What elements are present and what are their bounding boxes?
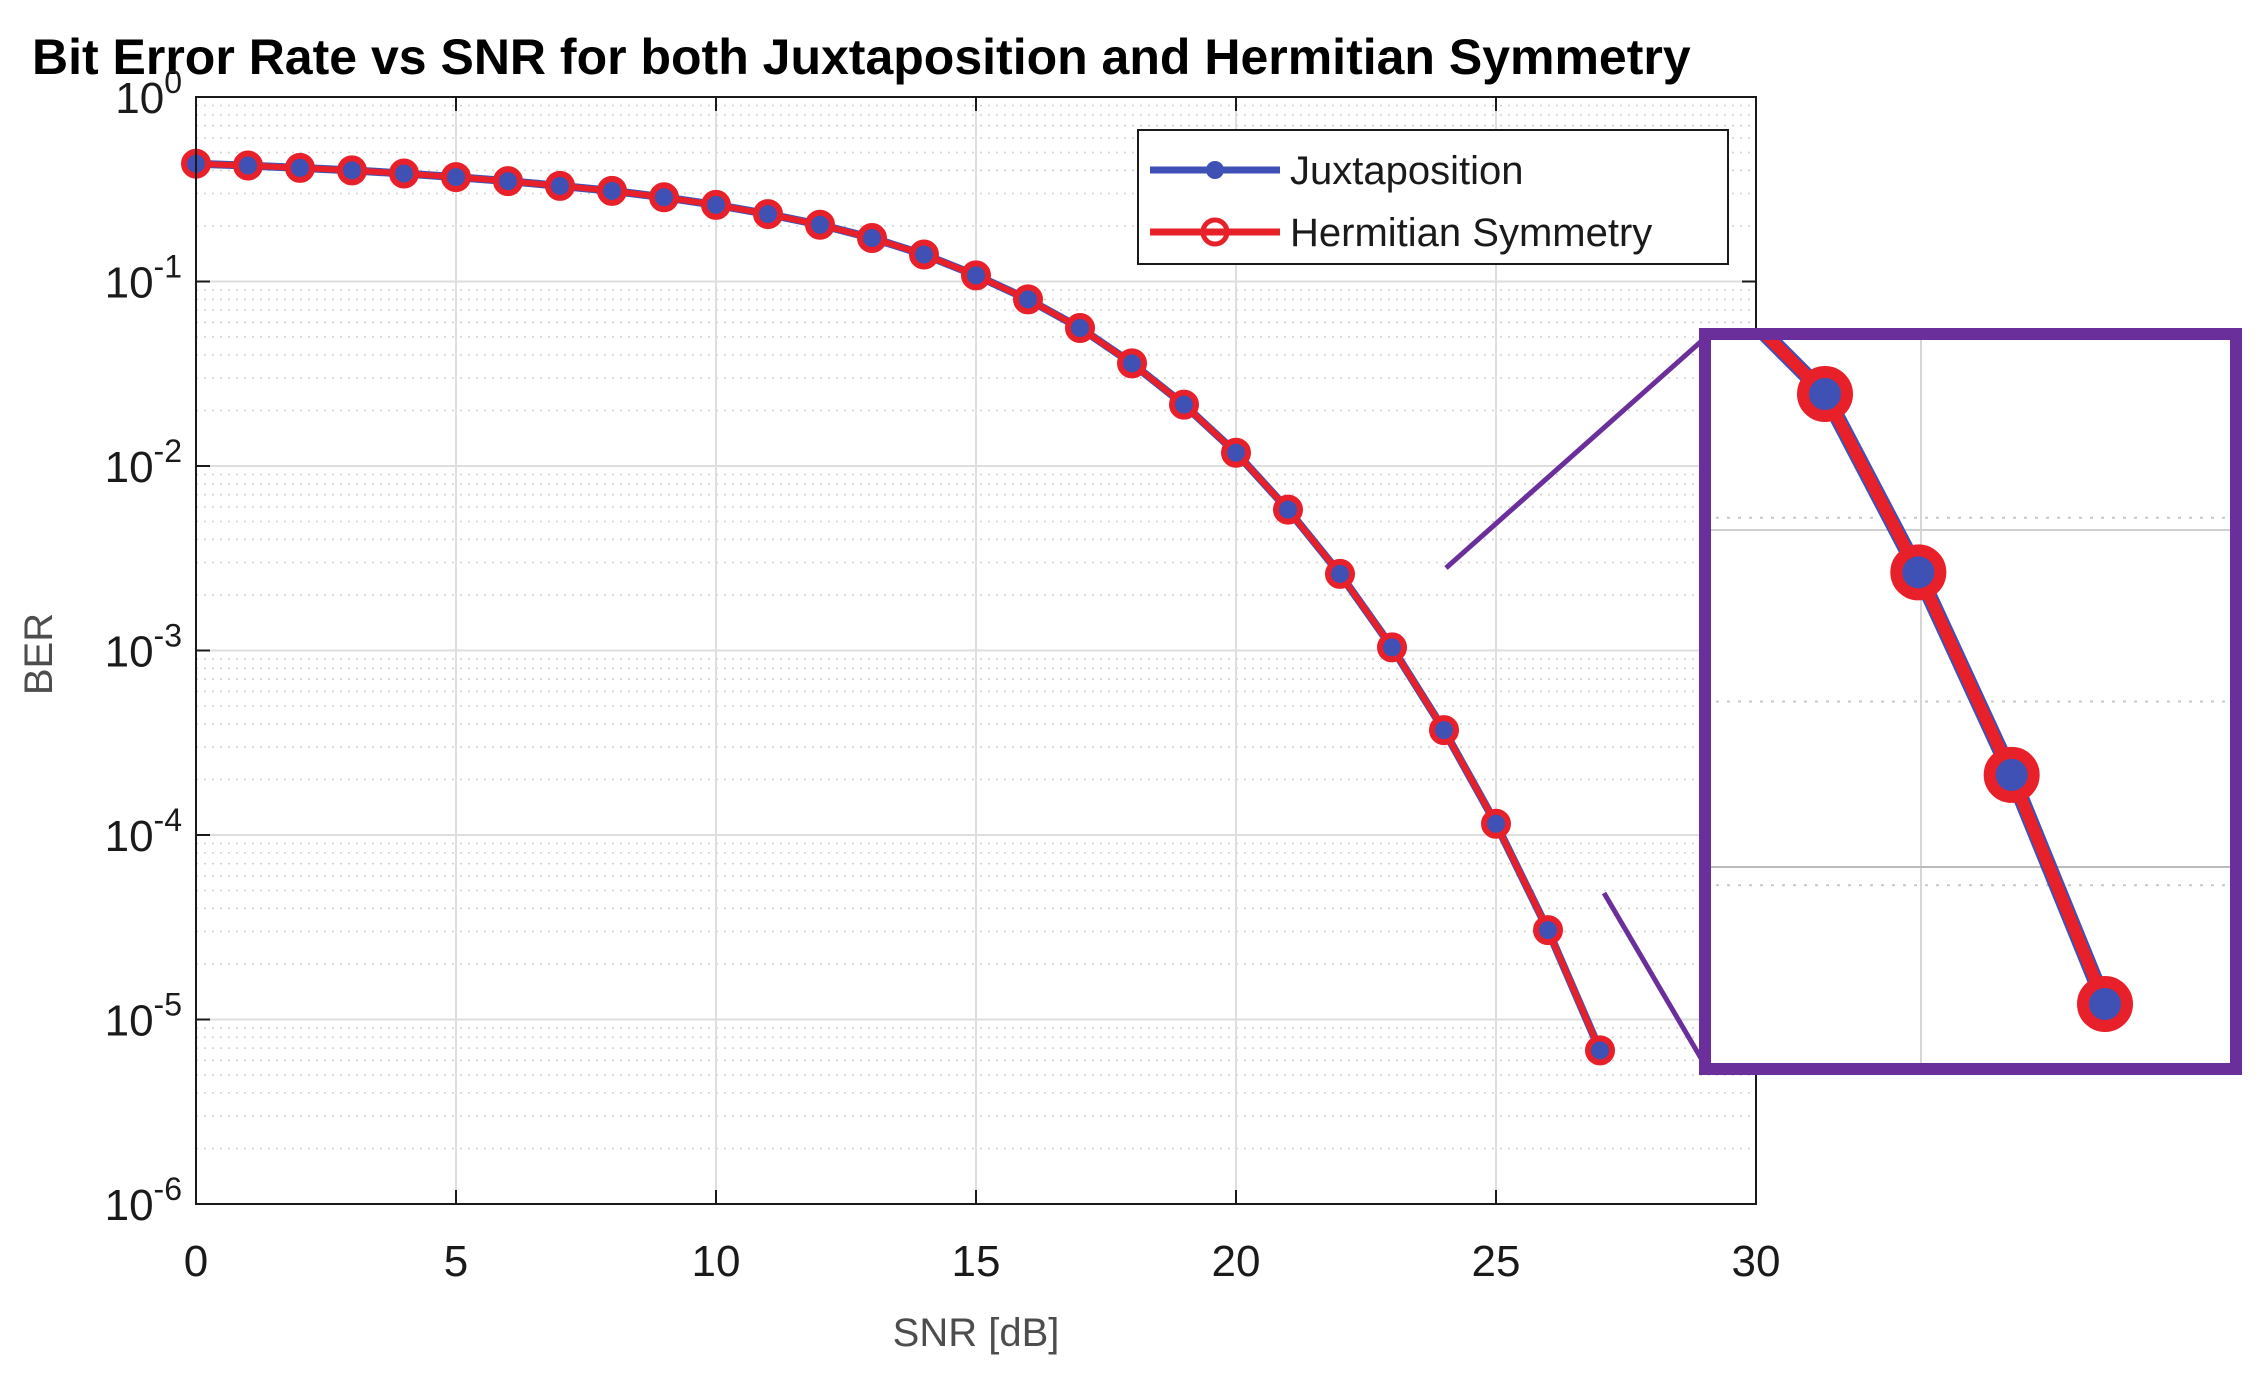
series-point-1: [337, 155, 367, 186]
series-point-0: [1486, 813, 1506, 834]
series-point-0: [446, 167, 466, 188]
x-tick-label: 20: [1212, 1237, 1261, 1286]
y-tick-label: 100: [115, 64, 182, 123]
legend-box: [1137, 129, 1729, 265]
zoom-series-point-1: [1797, 366, 1853, 422]
legend-label-juxtaposition: Juxtaposition: [1290, 149, 1523, 193]
y-tick-label: 10-1: [105, 249, 182, 308]
y-tick-label: 10-6: [105, 1171, 182, 1230]
x-tick-label: 10: [692, 1237, 741, 1286]
series-point-0: [706, 194, 726, 215]
zoom-series-point-1: [2077, 976, 2133, 1032]
series-point-1: [909, 239, 939, 270]
zoom-series-point-0: [1900, 554, 1937, 591]
series-point-1: [285, 152, 315, 183]
y-axis-label: BER: [17, 613, 61, 695]
series-point-1: [1013, 284, 1043, 315]
series-point-0: [394, 163, 414, 184]
y-tick-label: 10-3: [105, 618, 182, 677]
series-point-1: [1429, 715, 1459, 746]
zoom-series-point-0: [2087, 986, 2123, 1022]
series-point-1: [493, 166, 523, 197]
series-point-1: [1481, 808, 1511, 839]
series-line-1: [195, 160, 1603, 1052]
legend-marker-juxtaposition: [1206, 161, 1224, 179]
series-layer: [181, 148, 1615, 1066]
chart-title: Bit Error Rate vs SNR for both Juxtaposi…: [32, 29, 1691, 85]
x-tick-label: 25: [1472, 1237, 1521, 1286]
series-point-0: [914, 244, 934, 265]
series-point-1: [1273, 494, 1303, 525]
series-point-0: [550, 175, 570, 196]
series-point-0: [1018, 289, 1038, 310]
x-tick-label: 0: [184, 1237, 208, 1286]
series-point-1: [753, 199, 783, 230]
series-point-0: [1434, 720, 1454, 741]
series-point-1: [1533, 915, 1563, 946]
x-axis-ticks: 0 5 10 15 20 25 30: [184, 97, 1781, 1286]
zoom-series-point-1: [1890, 544, 1947, 601]
series-point-1: [857, 223, 887, 254]
series-point-0: [1278, 499, 1298, 520]
zoom-series-point-0: [1807, 376, 1843, 412]
series-point-0: [810, 214, 830, 235]
series-point-0: [1226, 442, 1246, 463]
series-point-0: [1538, 920, 1558, 941]
series-point-0: [1382, 637, 1402, 658]
legend: Juxtaposition Hermitian Symmetry: [1137, 129, 1729, 265]
series-point-1: [1117, 348, 1147, 379]
x-axis-label: SNR [dB]: [893, 1311, 1060, 1355]
y-tick-label: 10-2: [105, 433, 182, 492]
series-point-1: [1221, 437, 1251, 468]
series-point-0: [1070, 317, 1090, 338]
legend-label-hermitian: Hermitian Symmetry: [1290, 211, 1652, 255]
zoom-series-point-1: [1983, 746, 2040, 803]
series-point-1: [441, 162, 471, 193]
zoom-inset: [1444, 328, 2242, 1075]
x-tick-label: 5: [444, 1237, 468, 1286]
series-point-0: [602, 180, 622, 201]
plot-area: [181, 96, 1757, 1205]
zoom-connector-top: [1444, 336, 1707, 570]
legend-marker-hermitian: [1200, 217, 1230, 247]
y-axis-ticks: 100 10-1 10-2 10-3 10-4 10-5 10-6: [105, 64, 1756, 1230]
series-point-0: [290, 157, 310, 178]
series-point-0: [1330, 563, 1350, 584]
series-point-0: [654, 187, 674, 208]
zoom-connector-bottom: [1601, 891, 1708, 1067]
series-point-0: [758, 204, 778, 225]
zoom-inset-frame: [1699, 328, 2242, 1075]
series-point-1: [389, 158, 419, 189]
series-point-1: [233, 150, 263, 181]
zoom-series-point-0: [1993, 756, 2030, 793]
series-point-1: [1065, 312, 1095, 343]
series-point-1: [701, 189, 731, 220]
y-tick-label: 10-5: [105, 987, 182, 1046]
series-point-1: [597, 175, 627, 206]
series-point-0: [966, 265, 986, 286]
series-point-0: [342, 160, 362, 181]
series-point-0: [1590, 1040, 1610, 1061]
series-point-1: [1585, 1035, 1615, 1066]
series-point-1: [1169, 389, 1199, 420]
series-point-0: [1174, 394, 1194, 415]
series-point-0: [862, 228, 882, 249]
series-point-1: [1325, 558, 1355, 589]
series-point-0: [1122, 353, 1142, 374]
series-point-1: [1377, 632, 1407, 663]
series-point-1: [545, 170, 575, 201]
series-point-1: [961, 260, 991, 291]
x-tick-label: 30: [1732, 1237, 1781, 1286]
x-tick-label: 15: [952, 1237, 1001, 1286]
series-point-1: [805, 209, 835, 240]
y-tick-label: 10-4: [105, 802, 182, 861]
series-point-0: [238, 155, 258, 176]
series-point-0: [498, 171, 518, 192]
zoom-inset-series: [1759, 328, 2133, 1032]
series-point-1: [649, 182, 679, 213]
